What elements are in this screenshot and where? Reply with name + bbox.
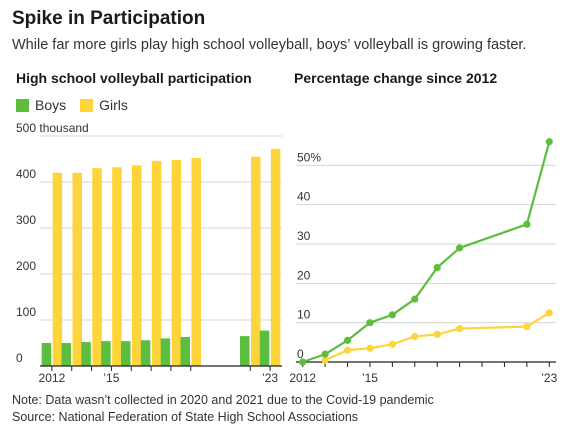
line-y-tick-label: 10 xyxy=(297,308,311,322)
bar-girls xyxy=(171,159,182,366)
point-girls xyxy=(343,346,352,354)
bar-y-tick-label: 300 xyxy=(16,213,36,227)
bar-x-tick-label: ’15 xyxy=(103,371,119,385)
bar-girls xyxy=(131,165,142,366)
point-boys xyxy=(411,295,419,303)
chart-subtitle: While far more girls play high school vo… xyxy=(12,37,527,53)
legend-item-boys: Boys xyxy=(16,97,66,113)
footnote: Note: Data wasn’t collected in 2020 and … xyxy=(12,393,434,407)
bar-girls xyxy=(52,172,63,366)
bar-panel-title: High school volleyball participation xyxy=(16,70,252,86)
legend-swatch-boys xyxy=(16,98,29,112)
bar-boys xyxy=(41,343,52,366)
point-girls xyxy=(366,344,374,352)
point-boys xyxy=(456,244,464,252)
bar-boys xyxy=(61,343,71,366)
line-y-tick-label: 0 xyxy=(297,347,304,361)
point-girls xyxy=(433,330,441,339)
bar-boys xyxy=(240,336,250,366)
bar-x-tick-label: 2012 xyxy=(39,371,66,385)
bar-boys xyxy=(180,337,191,366)
point-boys xyxy=(433,264,441,272)
point-boys xyxy=(299,358,307,366)
point-girls xyxy=(456,324,464,333)
point-boys xyxy=(343,336,352,344)
bar-girls xyxy=(72,172,82,366)
bar-y-tick-label: 200 xyxy=(16,259,36,273)
bar-boys xyxy=(81,342,91,366)
bar-girls xyxy=(112,167,122,366)
point-boys xyxy=(388,311,396,319)
line-y-tick-label: 40 xyxy=(297,190,311,204)
bar-y-tick-label: 400 xyxy=(16,167,36,181)
bar-boys xyxy=(101,341,111,366)
bar-girls xyxy=(270,148,281,366)
point-girls xyxy=(321,356,329,364)
line-x-tick-label: 2012 xyxy=(289,371,316,385)
chart-title: Spike in Participation xyxy=(12,8,206,29)
legend-item-girls: Girls xyxy=(80,97,128,113)
point-boys xyxy=(545,138,553,146)
bar-y-tick-label: 100 xyxy=(16,305,36,319)
point-girls xyxy=(388,340,396,348)
bar-x-tick-label: ’23 xyxy=(262,371,278,385)
legend: Boys Girls xyxy=(16,97,142,113)
point-girls xyxy=(523,323,531,331)
line-panel-title: Percentage change since 2012 xyxy=(294,70,498,86)
legend-label-girls: Girls xyxy=(99,97,128,113)
series-line-boys xyxy=(302,141,551,364)
point-girls xyxy=(411,332,419,341)
line-x-tick-label: ’23 xyxy=(541,371,557,385)
bar-girls xyxy=(191,158,202,366)
source-note: Source: National Federation of State Hig… xyxy=(12,410,359,424)
point-boys xyxy=(523,220,531,228)
legend-label-boys: Boys xyxy=(35,97,67,113)
bar-boys xyxy=(259,330,270,366)
bar-girls xyxy=(92,168,102,366)
bar-girls xyxy=(251,156,261,366)
bar-girls xyxy=(151,160,162,366)
line-x-tick-label: ’15 xyxy=(362,371,378,385)
bar-y-tick-label: 0 xyxy=(16,351,23,365)
bar-y-tick-label: 500 thousand xyxy=(16,121,89,135)
point-boys xyxy=(321,350,329,358)
line-y-tick-label: 50% xyxy=(297,150,321,164)
point-boys xyxy=(366,319,374,327)
line-y-tick-label: 30 xyxy=(297,229,311,243)
bar-boys xyxy=(120,341,131,366)
legend-swatch-girls xyxy=(80,98,94,112)
point-girls xyxy=(545,309,553,317)
bar-boys xyxy=(140,340,151,366)
line-y-tick-label: 20 xyxy=(297,268,311,282)
bar-boys xyxy=(160,338,171,366)
